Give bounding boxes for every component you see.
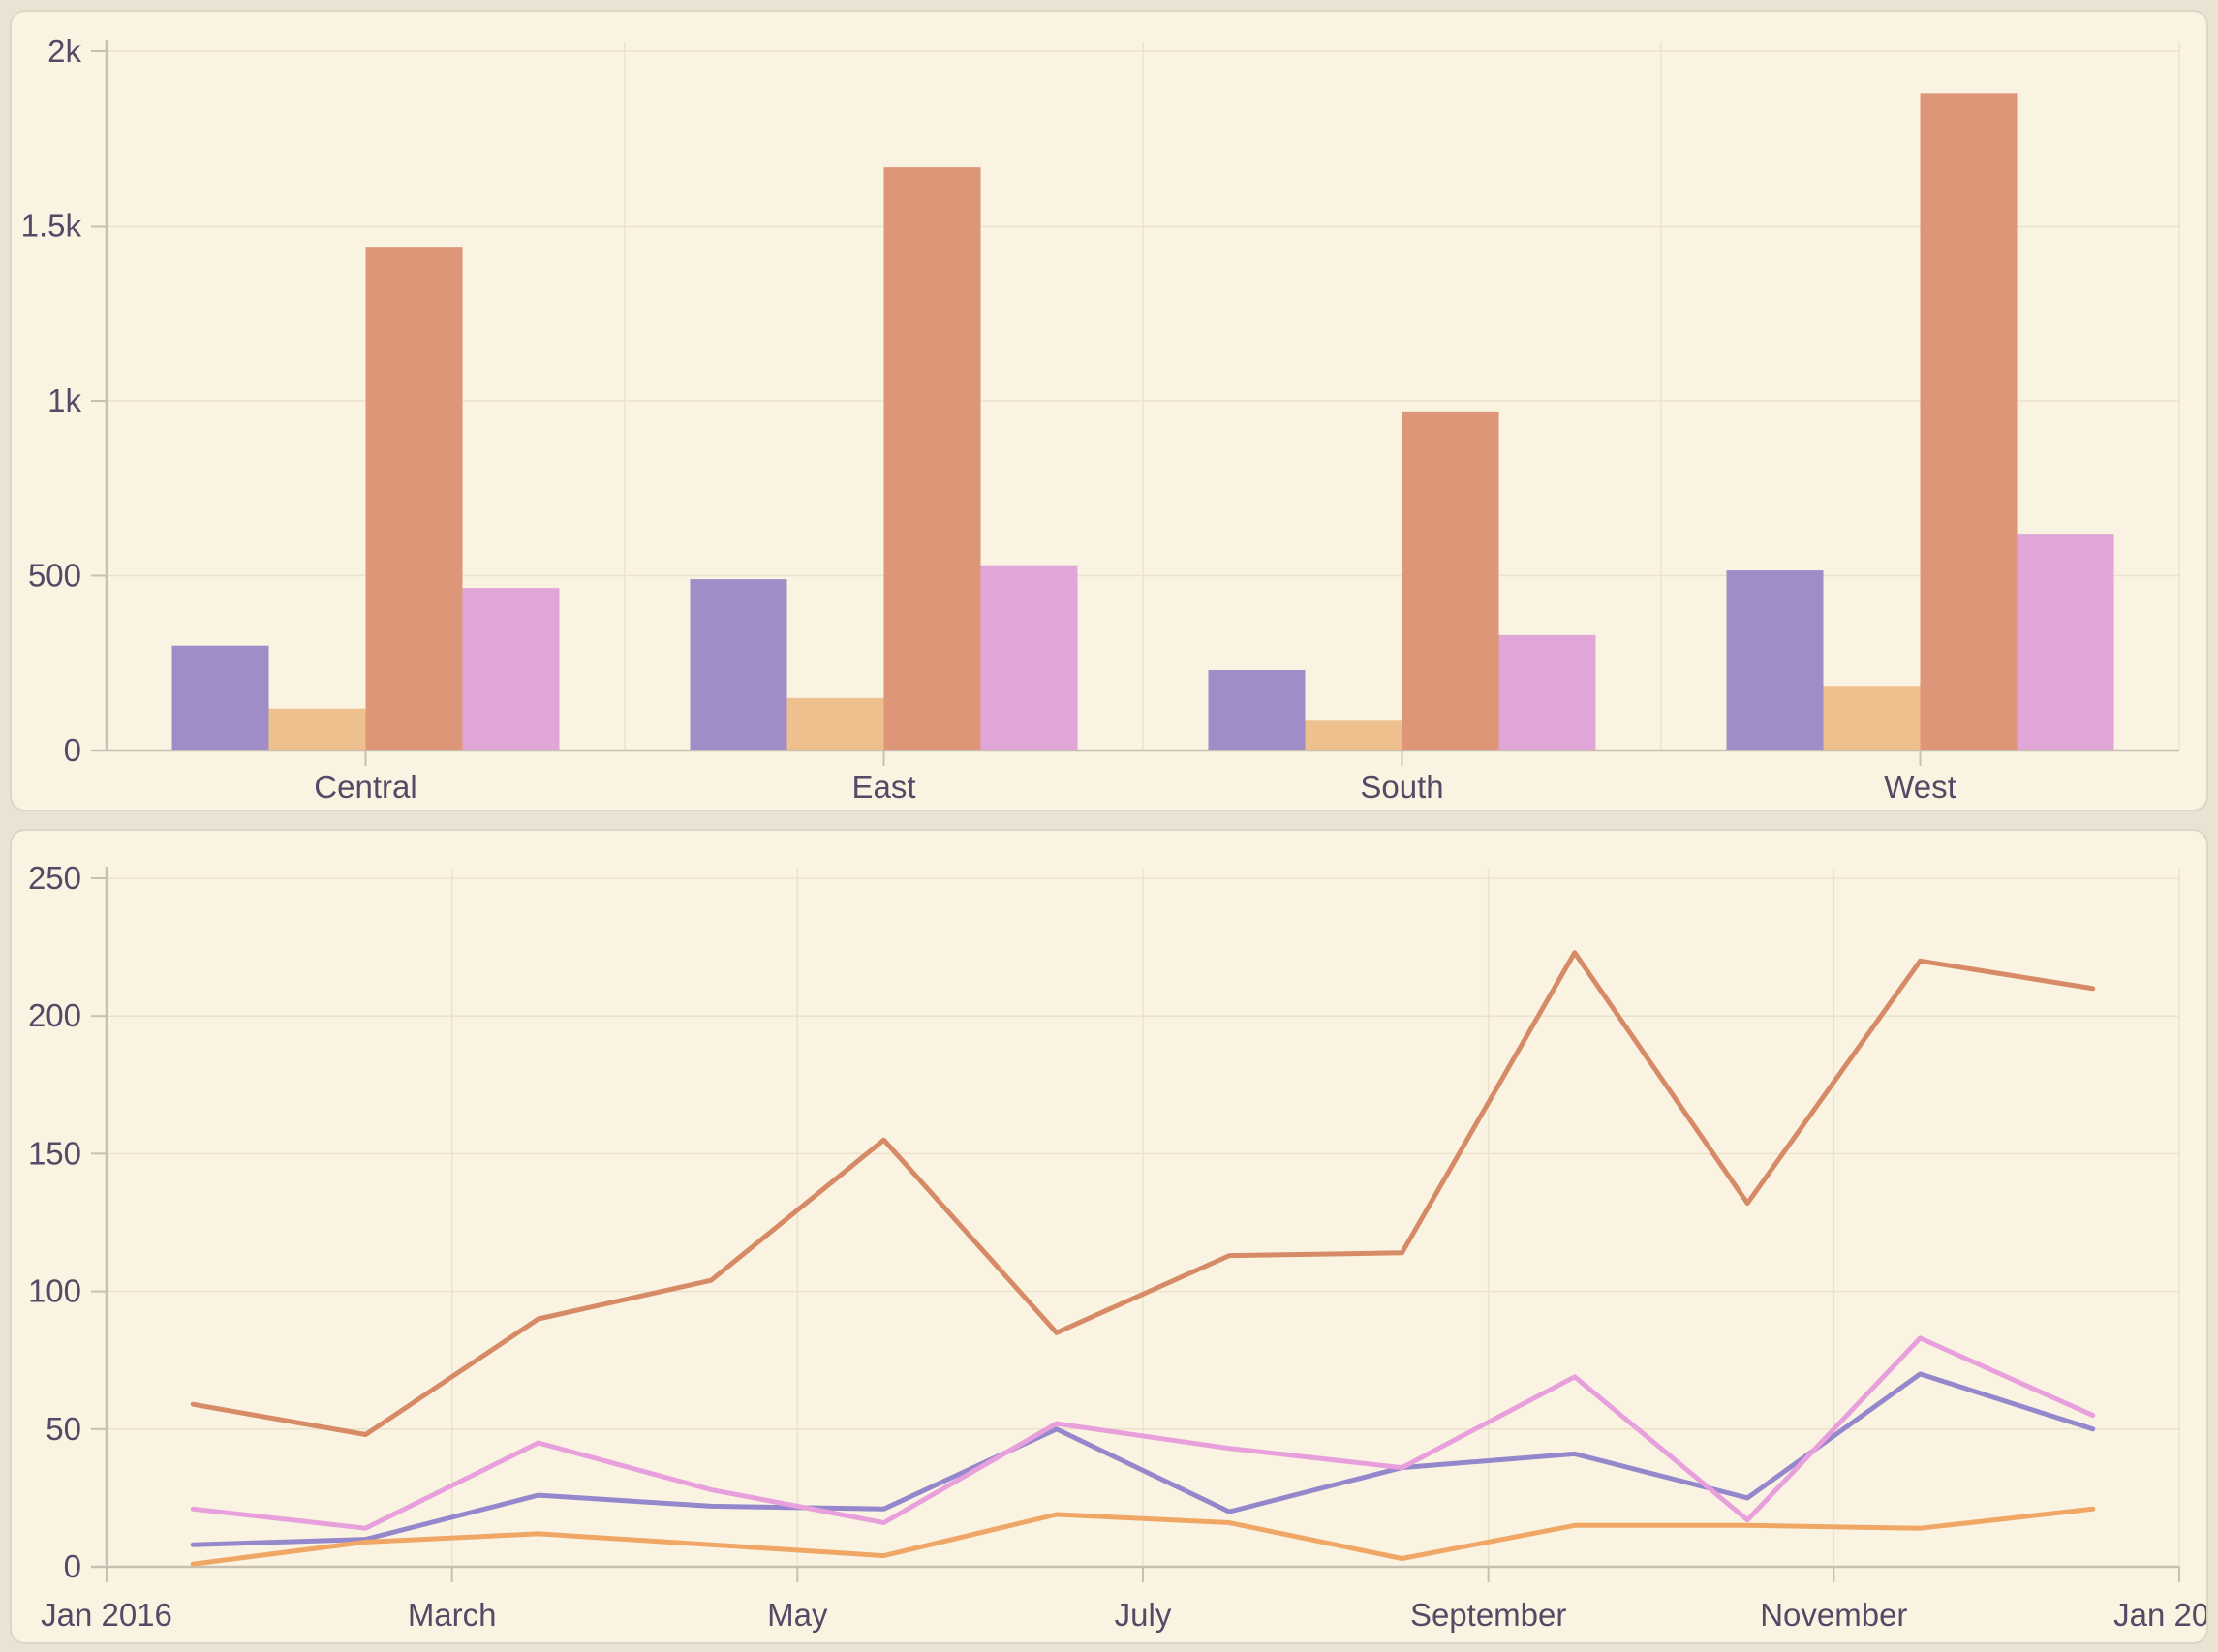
bar-purple-central[interactable] <box>171 645 269 750</box>
line-series-salmon[interactable] <box>190 950 2096 1437</box>
bar-purple-south[interactable] <box>1208 669 1306 750</box>
y-tick-label: 0 <box>64 732 81 768</box>
y-tick-label: 500 <box>28 558 81 594</box>
bar-purple-east[interactable] <box>690 579 787 750</box>
line-series-orange[interactable] <box>190 1506 2096 1567</box>
y-tick-label: 100 <box>28 1273 81 1309</box>
x-tick-label: Jan 2016 <box>41 1597 172 1633</box>
line-series-purple[interactable] <box>190 1371 2096 1547</box>
x-tick-label: March <box>408 1597 497 1633</box>
y-tick-label: 250 <box>28 860 81 896</box>
x-tick-label: West <box>1884 769 1956 805</box>
y-tick-label: 1.5k <box>21 208 82 244</box>
x-tick-label: Jan 2017 <box>2113 1597 2208 1633</box>
y-tick-label: 200 <box>28 997 81 1033</box>
line-chart-panel: 0 50 100 150 200 250 Jan 2016 March May July Septe… <box>10 829 2208 1644</box>
line-chart-canvas[interactable]: 0 50 100 150 200 250 Jan 2016 March May July Septe… <box>12 831 2208 1644</box>
x-tick-label: November <box>1760 1597 1907 1633</box>
bar-salmon-east[interactable] <box>883 167 981 750</box>
x-tick-label: July <box>1115 1597 1172 1633</box>
line-series-pink[interactable] <box>190 1335 2096 1531</box>
x-tick-label: East <box>851 769 915 805</box>
bar-chart-panel: 0 500 1k 1.5k 2k Central East South West <box>10 10 2208 811</box>
bar-peach-east[interactable] <box>786 697 884 750</box>
bar-pink-east[interactable] <box>980 565 1078 750</box>
bar-pink-west[interactable] <box>2017 534 2114 750</box>
bar-peach-west[interactable] <box>1823 686 1921 750</box>
bar-peach-central[interactable] <box>268 708 366 750</box>
bar-salmon-west[interactable] <box>1920 93 2018 750</box>
x-tick-label: Central <box>314 769 416 805</box>
y-tick-label: 50 <box>46 1411 81 1447</box>
y-tick-label: 150 <box>28 1135 81 1171</box>
bar-pink-south[interactable] <box>1498 634 1596 750</box>
x-tick-label: September <box>1410 1597 1566 1633</box>
bar-salmon-south[interactable] <box>1402 411 1499 750</box>
bar-pink-central[interactable] <box>462 588 560 750</box>
bar-purple-west[interactable] <box>1726 570 1824 750</box>
x-tick-label: May <box>767 1597 828 1633</box>
y-tick-label: 2k <box>47 33 81 69</box>
bar-peach-south[interactable] <box>1305 720 1402 750</box>
y-tick-label: 0 <box>64 1548 81 1584</box>
bar-salmon-central[interactable] <box>365 247 463 750</box>
x-tick-label: South <box>1360 769 1443 805</box>
bar-chart-canvas[interactable]: 0 500 1k 1.5k 2k Central East South West <box>12 12 2208 811</box>
y-tick-label: 1k <box>47 382 81 418</box>
